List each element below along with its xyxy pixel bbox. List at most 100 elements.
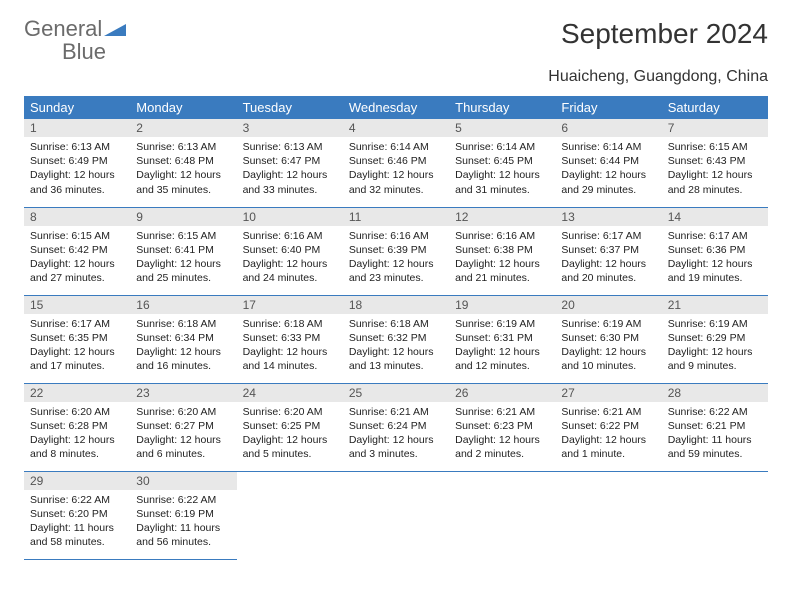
day-content: Sunrise: 6:16 AMSunset: 6:39 PMDaylight:…: [343, 226, 449, 292]
day-content: Sunrise: 6:14 AMSunset: 6:46 PMDaylight:…: [343, 137, 449, 203]
calendar-day-cell: 1Sunrise: 6:13 AMSunset: 6:49 PMDaylight…: [24, 119, 130, 207]
brand-text-2: Blue: [62, 39, 106, 64]
day-content: Sunrise: 6:13 AMSunset: 6:49 PMDaylight:…: [24, 137, 130, 203]
day-content: Sunrise: 6:18 AMSunset: 6:32 PMDaylight:…: [343, 314, 449, 380]
day-number: 25: [343, 384, 449, 402]
day-content: Sunrise: 6:19 AMSunset: 6:29 PMDaylight:…: [662, 314, 768, 380]
day-content: Sunrise: 6:22 AMSunset: 6:20 PMDaylight:…: [24, 490, 130, 556]
calendar-day-cell: .: [555, 471, 661, 559]
calendar-day-cell: 5Sunrise: 6:14 AMSunset: 6:45 PMDaylight…: [449, 119, 555, 207]
calendar-day-cell: 9Sunrise: 6:15 AMSunset: 6:41 PMDaylight…: [130, 207, 236, 295]
day-number: 10: [237, 208, 343, 226]
calendar-day-cell: 23Sunrise: 6:20 AMSunset: 6:27 PMDayligh…: [130, 383, 236, 471]
calendar-day-cell: 17Sunrise: 6:18 AMSunset: 6:33 PMDayligh…: [237, 295, 343, 383]
calendar-day-cell: .: [449, 471, 555, 559]
weekday-header: Saturday: [662, 96, 768, 119]
day-content: Sunrise: 6:15 AMSunset: 6:43 PMDaylight:…: [662, 137, 768, 203]
day-number: 8: [24, 208, 130, 226]
day-number: 24: [237, 384, 343, 402]
day-number: 30: [130, 472, 236, 490]
day-number: 6: [555, 119, 661, 137]
location-text: Huaicheng, Guangdong, China: [24, 68, 768, 86]
day-content: Sunrise: 6:21 AMSunset: 6:22 PMDaylight:…: [555, 402, 661, 468]
day-number: 26: [449, 384, 555, 402]
day-content: Sunrise: 6:15 AMSunset: 6:42 PMDaylight:…: [24, 226, 130, 292]
calendar-day-cell: 11Sunrise: 6:16 AMSunset: 6:39 PMDayligh…: [343, 207, 449, 295]
day-number: 19: [449, 296, 555, 314]
day-content: Sunrise: 6:21 AMSunset: 6:23 PMDaylight:…: [449, 402, 555, 468]
calendar-day-cell: 29Sunrise: 6:22 AMSunset: 6:20 PMDayligh…: [24, 471, 130, 559]
logo-triangle-icon: [104, 23, 126, 40]
calendar-day-cell: .: [662, 471, 768, 559]
calendar-day-cell: 24Sunrise: 6:20 AMSunset: 6:25 PMDayligh…: [237, 383, 343, 471]
calendar-table: SundayMondayTuesdayWednesdayThursdayFrid…: [24, 96, 768, 560]
weekday-header: Tuesday: [237, 96, 343, 119]
day-number: 14: [662, 208, 768, 226]
day-content: Sunrise: 6:17 AMSunset: 6:37 PMDaylight:…: [555, 226, 661, 292]
day-number: 23: [130, 384, 236, 402]
day-content: Sunrise: 6:18 AMSunset: 6:33 PMDaylight:…: [237, 314, 343, 380]
day-number: 15: [24, 296, 130, 314]
weekday-header-row: SundayMondayTuesdayWednesdayThursdayFrid…: [24, 96, 768, 119]
calendar-day-cell: 18Sunrise: 6:18 AMSunset: 6:32 PMDayligh…: [343, 295, 449, 383]
logo-text-wrap: General Blue: [24, 18, 126, 64]
page-title: September 2024: [561, 18, 768, 50]
day-content: Sunrise: 6:16 AMSunset: 6:38 PMDaylight:…: [449, 226, 555, 292]
calendar-week-row: 1Sunrise: 6:13 AMSunset: 6:49 PMDaylight…: [24, 119, 768, 207]
day-number: 1: [24, 119, 130, 137]
day-number: 28: [662, 384, 768, 402]
day-number: 11: [343, 208, 449, 226]
day-number: 9: [130, 208, 236, 226]
calendar-day-cell: 2Sunrise: 6:13 AMSunset: 6:48 PMDaylight…: [130, 119, 236, 207]
day-content: Sunrise: 6:20 AMSunset: 6:28 PMDaylight:…: [24, 402, 130, 468]
day-content: Sunrise: 6:18 AMSunset: 6:34 PMDaylight:…: [130, 314, 236, 380]
day-number: 12: [449, 208, 555, 226]
day-number: 2: [130, 119, 236, 137]
brand-logo: General Blue: [24, 18, 126, 64]
day-content: Sunrise: 6:14 AMSunset: 6:44 PMDaylight:…: [555, 137, 661, 203]
calendar-day-cell: 15Sunrise: 6:17 AMSunset: 6:35 PMDayligh…: [24, 295, 130, 383]
calendar-day-cell: 19Sunrise: 6:19 AMSunset: 6:31 PMDayligh…: [449, 295, 555, 383]
day-content: Sunrise: 6:16 AMSunset: 6:40 PMDaylight:…: [237, 226, 343, 292]
calendar-day-cell: 10Sunrise: 6:16 AMSunset: 6:40 PMDayligh…: [237, 207, 343, 295]
calendar-day-cell: 25Sunrise: 6:21 AMSunset: 6:24 PMDayligh…: [343, 383, 449, 471]
calendar-week-row: 8Sunrise: 6:15 AMSunset: 6:42 PMDaylight…: [24, 207, 768, 295]
day-number: 21: [662, 296, 768, 314]
calendar-day-cell: 16Sunrise: 6:18 AMSunset: 6:34 PMDayligh…: [130, 295, 236, 383]
calendar-day-cell: 27Sunrise: 6:21 AMSunset: 6:22 PMDayligh…: [555, 383, 661, 471]
calendar-day-cell: 8Sunrise: 6:15 AMSunset: 6:42 PMDaylight…: [24, 207, 130, 295]
calendar-day-cell: 12Sunrise: 6:16 AMSunset: 6:38 PMDayligh…: [449, 207, 555, 295]
calendar-day-cell: 3Sunrise: 6:13 AMSunset: 6:47 PMDaylight…: [237, 119, 343, 207]
day-number: 17: [237, 296, 343, 314]
day-number: 27: [555, 384, 661, 402]
calendar-week-row: 22Sunrise: 6:20 AMSunset: 6:28 PMDayligh…: [24, 383, 768, 471]
weekday-header: Monday: [130, 96, 236, 119]
day-number: 16: [130, 296, 236, 314]
day-number: 18: [343, 296, 449, 314]
calendar-week-row: 15Sunrise: 6:17 AMSunset: 6:35 PMDayligh…: [24, 295, 768, 383]
weekday-header: Thursday: [449, 96, 555, 119]
day-content: Sunrise: 6:22 AMSunset: 6:21 PMDaylight:…: [662, 402, 768, 468]
day-content: Sunrise: 6:13 AMSunset: 6:47 PMDaylight:…: [237, 137, 343, 203]
day-number: 29: [24, 472, 130, 490]
day-number: 20: [555, 296, 661, 314]
calendar-day-cell: 21Sunrise: 6:19 AMSunset: 6:29 PMDayligh…: [662, 295, 768, 383]
day-content: Sunrise: 6:17 AMSunset: 6:35 PMDaylight:…: [24, 314, 130, 380]
page: General Blue September 2024 Huaicheng, G…: [0, 0, 792, 578]
calendar-day-cell: 30Sunrise: 6:22 AMSunset: 6:19 PMDayligh…: [130, 471, 236, 559]
calendar-week-row: 29Sunrise: 6:22 AMSunset: 6:20 PMDayligh…: [24, 471, 768, 559]
day-content: Sunrise: 6:19 AMSunset: 6:31 PMDaylight:…: [449, 314, 555, 380]
weekday-header: Wednesday: [343, 96, 449, 119]
day-number: 3: [237, 119, 343, 137]
day-content: Sunrise: 6:15 AMSunset: 6:41 PMDaylight:…: [130, 226, 236, 292]
day-number: 13: [555, 208, 661, 226]
day-content: Sunrise: 6:17 AMSunset: 6:36 PMDaylight:…: [662, 226, 768, 292]
weekday-header: Sunday: [24, 96, 130, 119]
day-content: Sunrise: 6:20 AMSunset: 6:25 PMDaylight:…: [237, 402, 343, 468]
day-number: 4: [343, 119, 449, 137]
day-number: 22: [24, 384, 130, 402]
calendar-day-cell: 13Sunrise: 6:17 AMSunset: 6:37 PMDayligh…: [555, 207, 661, 295]
calendar-day-cell: .: [343, 471, 449, 559]
calendar-day-cell: 26Sunrise: 6:21 AMSunset: 6:23 PMDayligh…: [449, 383, 555, 471]
brand-text-1: General: [24, 16, 102, 41]
